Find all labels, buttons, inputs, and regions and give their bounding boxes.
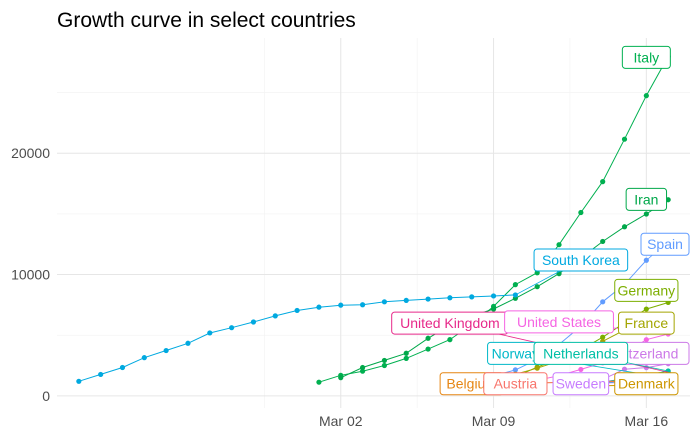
- data-point-iran: [425, 335, 431, 341]
- label-italy: Italy: [621, 45, 671, 69]
- data-point-iran: [621, 224, 628, 230]
- label-text: Italy: [634, 49, 660, 65]
- data-point-italy: [425, 346, 431, 352]
- x-tick-label: Mar 09: [472, 413, 516, 429]
- data-point-united-states: [643, 337, 649, 343]
- label-text: Sweden: [556, 376, 607, 392]
- label-box: [533, 341, 629, 365]
- data-point-italy: [556, 242, 562, 248]
- label-text: South Korea: [542, 252, 620, 268]
- gridlines: [57, 38, 690, 408]
- series-south-korea: [76, 292, 518, 384]
- label-box: [621, 45, 671, 69]
- data-point-iran: [643, 211, 649, 217]
- x-tick-label: Mar 02: [319, 413, 363, 429]
- label-box: [614, 372, 679, 396]
- data-point-south-korea: [98, 371, 104, 378]
- data-point-italy: [512, 282, 518, 288]
- y-tick-label: 0: [42, 388, 50, 404]
- label-text: Spain: [647, 236, 683, 252]
- data-point-south-korea: [250, 319, 257, 325]
- label-box: [625, 187, 668, 211]
- data-point-germany: [600, 334, 606, 340]
- data-point-south-korea: [163, 347, 169, 354]
- data-point-south-korea: [490, 293, 497, 299]
- label-box: [640, 232, 690, 256]
- data-point-south-korea: [207, 330, 213, 336]
- y-tick-label: 20000: [11, 145, 50, 161]
- data-point-south-korea: [381, 299, 388, 305]
- label-box: [614, 278, 679, 302]
- data-point-south-korea: [294, 307, 300, 314]
- chart-title: Growth curve in select countries: [57, 9, 356, 32]
- label-box: [533, 248, 629, 272]
- data-point-south-korea: [316, 304, 322, 310]
- label-iran: Iran: [625, 187, 669, 211]
- label-denmark: Denmark: [614, 372, 679, 396]
- data-point-germany: [643, 306, 649, 312]
- label-text: France: [625, 315, 669, 331]
- data-point-iran: [534, 284, 540, 290]
- label-south-korea: South Korea: [515, 248, 629, 296]
- label-text: United Kingdom: [400, 315, 500, 331]
- label-box: [618, 311, 675, 335]
- label-box: [552, 372, 610, 396]
- data-point-france: [534, 365, 540, 371]
- data-point-italy: [578, 209, 584, 216]
- data-point-south-korea: [425, 296, 431, 302]
- data-point-south-korea: [119, 364, 126, 371]
- data-point-italy: [316, 379, 322, 385]
- label-text: United States: [517, 314, 601, 330]
- label-spain: Spain: [640, 232, 690, 261]
- data-point-south-korea: [447, 295, 453, 301]
- label-text: Netherlands: [543, 345, 619, 361]
- data-point-south-korea: [272, 313, 278, 319]
- data-point-iran: [490, 306, 497, 312]
- data-point-spain: [512, 367, 518, 373]
- data-point-south-korea: [76, 378, 82, 384]
- label-layer: Italy Iran Spain South Korea Germany United K…: [391, 45, 690, 396]
- data-point-iran: [403, 350, 409, 356]
- data-point-south-korea: [141, 355, 147, 361]
- label-box: [483, 372, 548, 396]
- label-netherlands: Netherlands: [533, 341, 669, 372]
- x-tick-label: Mar 16: [625, 413, 669, 429]
- label-text: Germany: [618, 282, 676, 298]
- label-germany: Germany: [614, 278, 679, 303]
- data-point-iran: [381, 357, 388, 364]
- label-text: Norway: [492, 345, 539, 361]
- data-point-iran: [359, 364, 366, 371]
- axis-labels: 0 10000 20000 Mar 02 Mar 09 Mar 16: [11, 145, 668, 429]
- label-text: Iran: [634, 191, 658, 207]
- label-text: Austria: [494, 376, 538, 392]
- label-france: France: [618, 311, 675, 335]
- data-point-italy: [403, 355, 409, 361]
- label-austria: Austria: [483, 372, 669, 396]
- data-point-iran: [338, 375, 344, 381]
- data-point-italy: [447, 337, 453, 343]
- data-point-south-korea: [469, 294, 475, 300]
- data-point-south-korea: [403, 297, 409, 304]
- data-point-italy: [643, 93, 649, 99]
- data-point-italy: [621, 136, 628, 142]
- data-point-south-korea: [359, 302, 366, 308]
- label-text: Denmark: [618, 376, 676, 392]
- series-line-iran: [340, 199, 669, 379]
- data-point-iran: [600, 238, 606, 245]
- data-point-south-korea: [338, 302, 344, 308]
- data-point-south-korea: [185, 340, 191, 346]
- data-point-spain: [600, 299, 606, 305]
- data-point-united-states: [578, 366, 584, 373]
- y-tick-label: 10000: [11, 267, 50, 283]
- data-point-italy: [600, 179, 606, 185]
- label-box: [504, 310, 614, 334]
- data-point-south-korea: [229, 325, 235, 331]
- data-point-italy: [381, 362, 388, 369]
- data-point-italy: [359, 368, 366, 374]
